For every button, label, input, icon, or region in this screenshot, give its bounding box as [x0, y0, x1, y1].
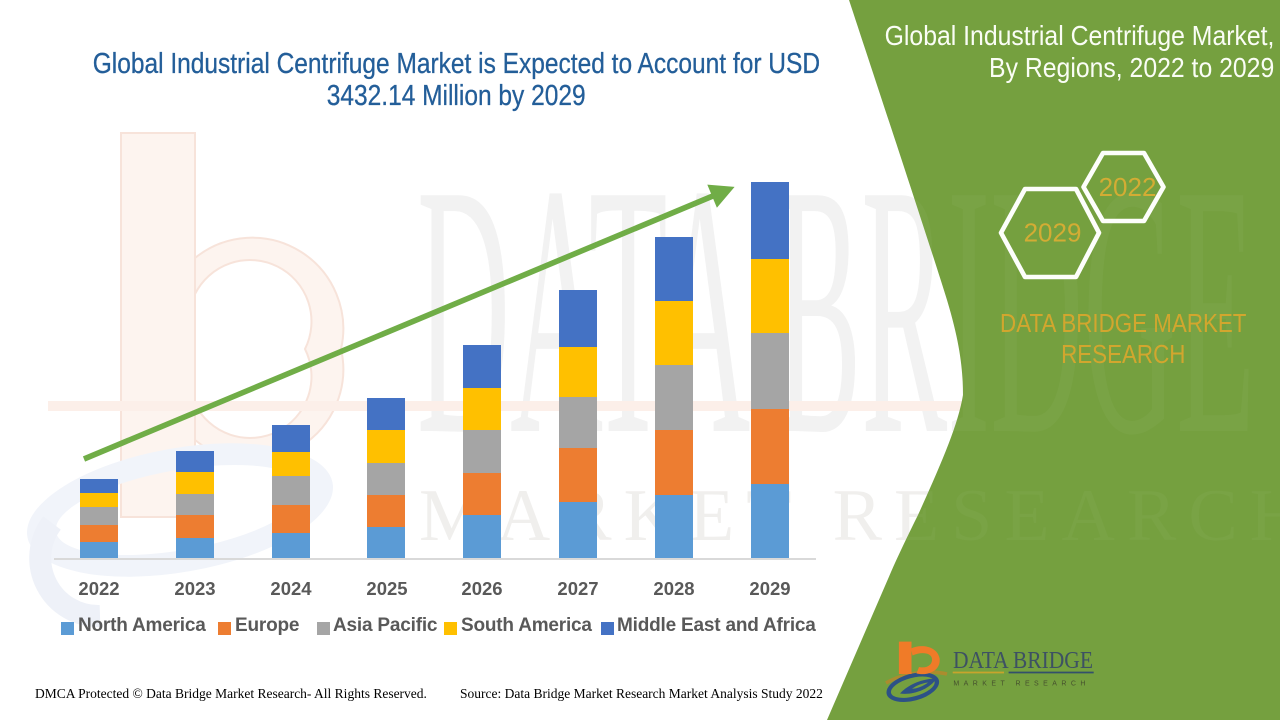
svg-text:DATA BRIDGE: DATA BRIDGE [953, 648, 1093, 674]
svg-text:2029: 2029 [1024, 218, 1082, 248]
svg-text:2022: 2022 [1099, 172, 1157, 202]
svg-text:MARKET RESEARCH: MARKET RESEARCH [419, 475, 1280, 557]
svg-text:MARKET RESEARCH: MARKET RESEARCH [953, 681, 1089, 688]
